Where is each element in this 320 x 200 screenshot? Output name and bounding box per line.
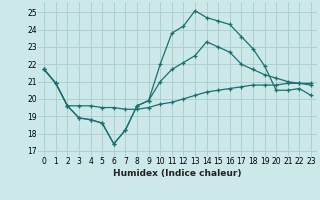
- X-axis label: Humidex (Indice chaleur): Humidex (Indice chaleur): [113, 169, 242, 178]
